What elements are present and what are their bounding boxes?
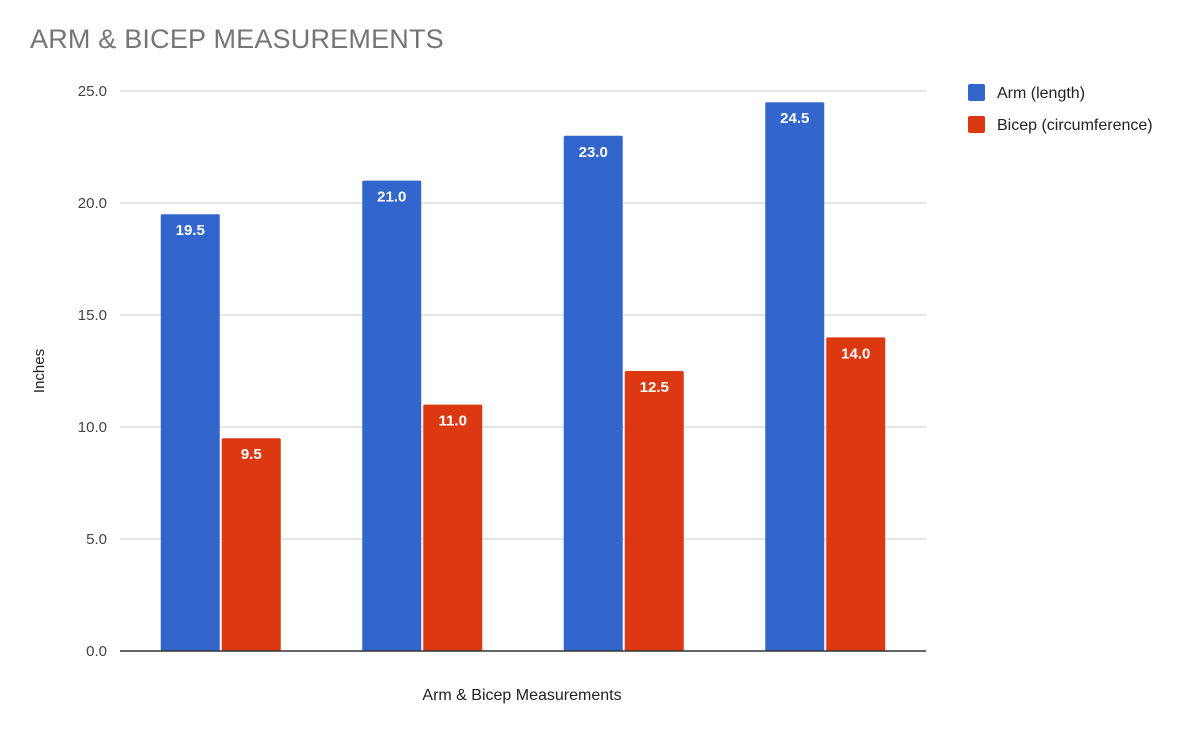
legend: Arm (length) Bicep (circumference) xyxy=(968,84,1153,134)
chart-title: ARM & BICEP MEASUREMENTS xyxy=(30,24,444,54)
arm-length-bar xyxy=(765,102,825,651)
arm-length-bar xyxy=(160,214,220,651)
bar-value-label: 21.0 xyxy=(377,189,406,206)
bicep-circumference-bar xyxy=(221,438,281,651)
bar-value-label: 24.5 xyxy=(780,110,809,127)
bar-value-label: 14.0 xyxy=(841,345,870,362)
legend-label: Arm (length) xyxy=(997,85,1085,102)
bar-value-label: 19.5 xyxy=(176,222,205,239)
legend-label: Bicep (circumference) xyxy=(997,117,1153,134)
bar-value-label: 11.0 xyxy=(439,413,467,430)
y-axis-label: Inches xyxy=(31,349,48,393)
y-tick-label: 20.0 xyxy=(78,195,107,212)
x-axis-label: Arm & Bicep Measurements xyxy=(422,687,621,704)
bicep-circumference-bar xyxy=(624,371,684,651)
bar-value-label: 9.5 xyxy=(241,446,262,463)
legend-swatch xyxy=(968,84,985,101)
arm-length-bar xyxy=(362,180,422,651)
legend-swatch xyxy=(968,116,985,133)
bar-value-label: 12.5 xyxy=(640,379,669,396)
bar-value-label: 23.0 xyxy=(579,144,608,161)
data-labels: 19.5 9.5 21.0 11.0 23.0 12.5 24.5 14.0 xyxy=(176,110,871,463)
y-tick-label: 5.0 xyxy=(86,531,107,548)
y-tick-label: 0.0 xyxy=(86,643,107,660)
bicep-circumference-bar xyxy=(423,404,483,651)
bicep-circumference-bar xyxy=(826,337,886,651)
bars xyxy=(160,102,886,652)
y-tick-label: 25.0 xyxy=(78,83,107,100)
y-tick-label: 10.0 xyxy=(78,419,107,436)
y-axis-ticks: 0.0 5.0 10.0 15.0 20.0 25.0 xyxy=(78,83,107,660)
y-tick-label: 15.0 xyxy=(78,307,107,324)
arm-length-bar xyxy=(563,135,623,652)
